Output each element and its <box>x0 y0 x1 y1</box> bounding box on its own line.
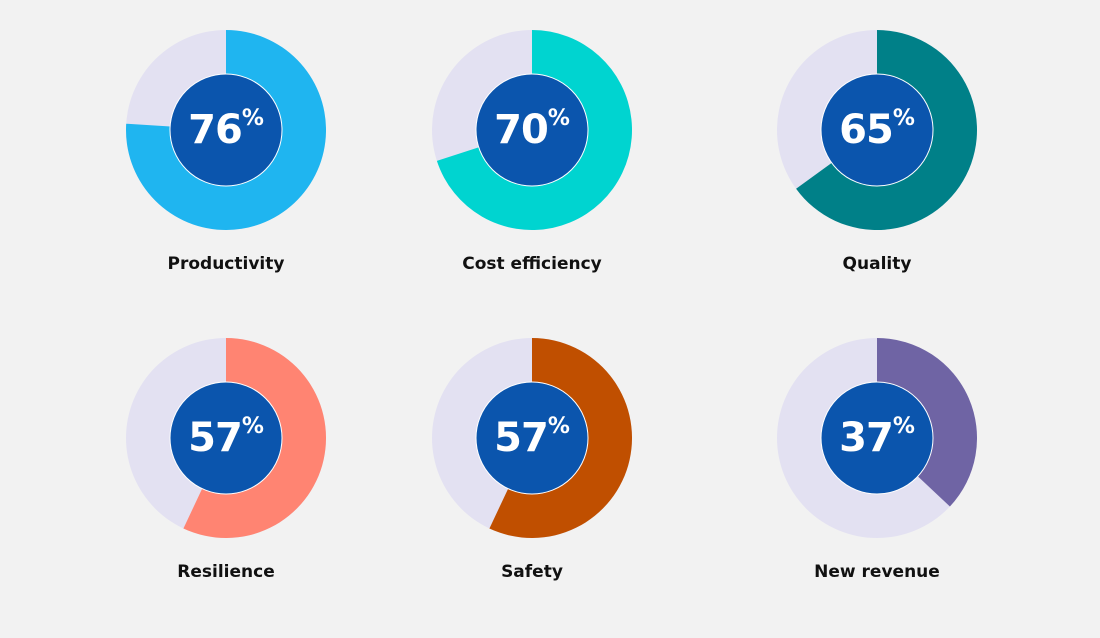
donut-center <box>169 381 283 495</box>
donut-resilience <box>126 338 326 538</box>
chart-label: New revenue <box>814 562 940 582</box>
donut-svg <box>126 30 326 230</box>
donut-productivity <box>126 30 326 230</box>
donut-quality <box>777 30 977 230</box>
chart-label: Quality <box>842 254 912 274</box>
donut-new-revenue <box>777 338 977 538</box>
chart-cost-efficiency: 70% Cost efficiency <box>412 30 652 330</box>
donut-center <box>475 381 589 495</box>
chart-quality: 65% Quality <box>757 30 997 330</box>
donut-svg <box>432 338 632 538</box>
donut-safety <box>432 338 632 538</box>
chart-new-revenue: 37% New revenue <box>757 338 997 638</box>
donut-cost-efficiency <box>432 30 632 230</box>
donut-center <box>820 73 934 187</box>
chart-label: Productivity <box>167 254 285 274</box>
donut-center <box>475 73 589 187</box>
donut-svg <box>432 30 632 230</box>
donut-svg <box>777 338 977 538</box>
donut-svg <box>777 30 977 230</box>
donut-svg <box>126 338 326 538</box>
chart-label: Safety <box>501 562 563 582</box>
chart-label: Cost efficiency <box>462 254 602 274</box>
chart-productivity: 76% Productivity <box>106 30 346 330</box>
chart-safety: 57% Safety <box>412 338 652 638</box>
chart-label: Resilience <box>177 562 275 582</box>
chart-resilience: 57% Resilience <box>106 338 346 638</box>
donut-center <box>820 381 934 495</box>
donut-center <box>169 73 283 187</box>
